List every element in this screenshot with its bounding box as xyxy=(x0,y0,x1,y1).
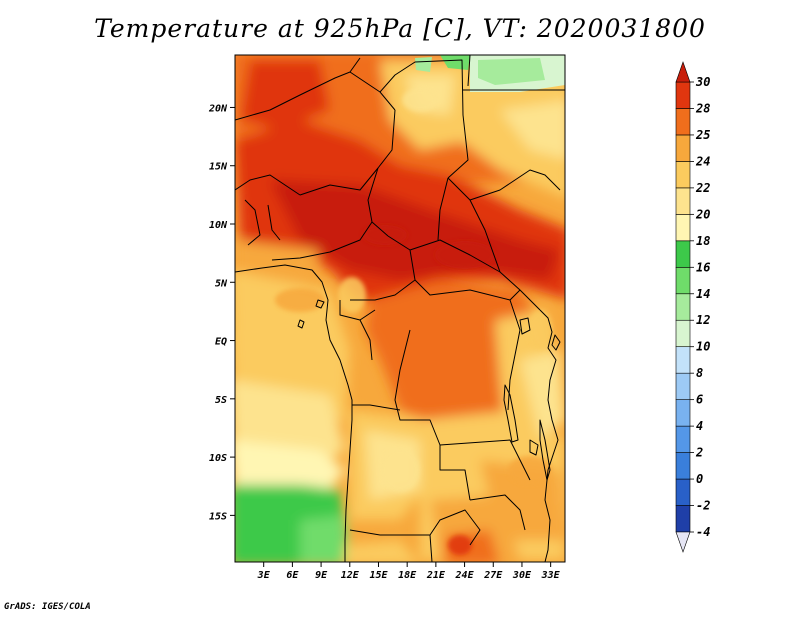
grads-credit: GrADS: IGES/COLA xyxy=(4,602,91,612)
colorbar-label: 0 xyxy=(696,472,703,486)
x-tick-label: 15E xyxy=(369,570,388,581)
colorbar-box xyxy=(675,452,691,480)
y-tick-label: EQ xyxy=(215,337,227,348)
colorbar-box xyxy=(675,372,691,400)
x-tick-label: 27E xyxy=(483,570,503,581)
y-tick-label: 15N xyxy=(209,162,228,173)
colorbar-box xyxy=(675,346,691,374)
x-tick-label: 24E xyxy=(455,570,475,581)
y-tick-label: 20N xyxy=(208,103,228,114)
colorbar-box xyxy=(675,134,691,162)
colorbar-label: 16 xyxy=(696,260,710,274)
colorbar-label: 14 xyxy=(696,287,710,301)
y-tick-label: 5S xyxy=(215,395,227,406)
colorbar-box xyxy=(675,425,691,453)
colorbar-box xyxy=(675,505,691,533)
colorbar-label: 12 xyxy=(696,313,710,327)
plot-frame xyxy=(234,54,566,563)
colorbar-label: 25 xyxy=(695,128,710,142)
y-tick-label: 15S xyxy=(209,511,227,522)
y-tick-label: 5N xyxy=(215,278,228,289)
colorbar-label: 20 xyxy=(695,207,710,221)
y-axis: 20N 15N 10N 5N EQ 5S 10S 15S xyxy=(208,103,235,522)
colorbar-extend-top xyxy=(675,61,691,83)
colorbar-box xyxy=(675,240,691,268)
x-tick-label: 3E xyxy=(257,570,271,581)
colorbar-label: -4 xyxy=(696,525,710,539)
colorbar-label: 18 xyxy=(696,234,710,248)
temperature-field xyxy=(235,55,565,562)
x-tick-label: 6E xyxy=(286,570,299,581)
colorbar-label: 2 xyxy=(695,446,703,460)
chart-title: Temperature at 925hPa [C], VT: 202003180… xyxy=(94,14,706,43)
x-axis: 3E 6E 9E 12E 15E 18E 21E 24E 27E 30E 33E xyxy=(257,562,561,581)
colorbar-box xyxy=(675,293,691,321)
colorbar-box xyxy=(675,161,691,189)
colorbar-label: 10 xyxy=(696,340,710,354)
x-tick-label: 30E xyxy=(512,570,532,581)
x-tick-label: 9E xyxy=(315,570,328,581)
colorbar-label: 28 xyxy=(695,101,710,115)
colorbar-label: 6 xyxy=(696,393,703,407)
colorbar-box xyxy=(675,81,691,109)
colorbar-label: 4 xyxy=(696,419,703,433)
colorbar-label: 24 xyxy=(695,154,710,168)
x-tick-label: 18E xyxy=(398,570,417,581)
colorbar-label: 8 xyxy=(696,366,703,380)
colorbar-box xyxy=(675,478,691,506)
x-tick-label: 33E xyxy=(541,570,561,581)
x-tick-label: 12E xyxy=(341,570,360,581)
colorbar-box xyxy=(675,399,691,427)
colorbar-box xyxy=(675,319,691,348)
colorbar-label: -2 xyxy=(696,499,710,513)
colorbar-box xyxy=(675,187,691,215)
y-tick-label: 10N xyxy=(209,220,228,231)
country-borders xyxy=(235,55,565,562)
colorbar-label: 30 xyxy=(695,75,710,89)
colorbar-label: 22 xyxy=(695,181,710,195)
y-tick-label: 10S xyxy=(209,453,227,464)
colorbar-box xyxy=(675,214,691,242)
colorbar-box xyxy=(675,266,691,295)
colorbar-box xyxy=(675,108,691,136)
x-tick-label: 21E xyxy=(426,570,446,581)
colorbar-extend-bottom xyxy=(675,531,691,553)
